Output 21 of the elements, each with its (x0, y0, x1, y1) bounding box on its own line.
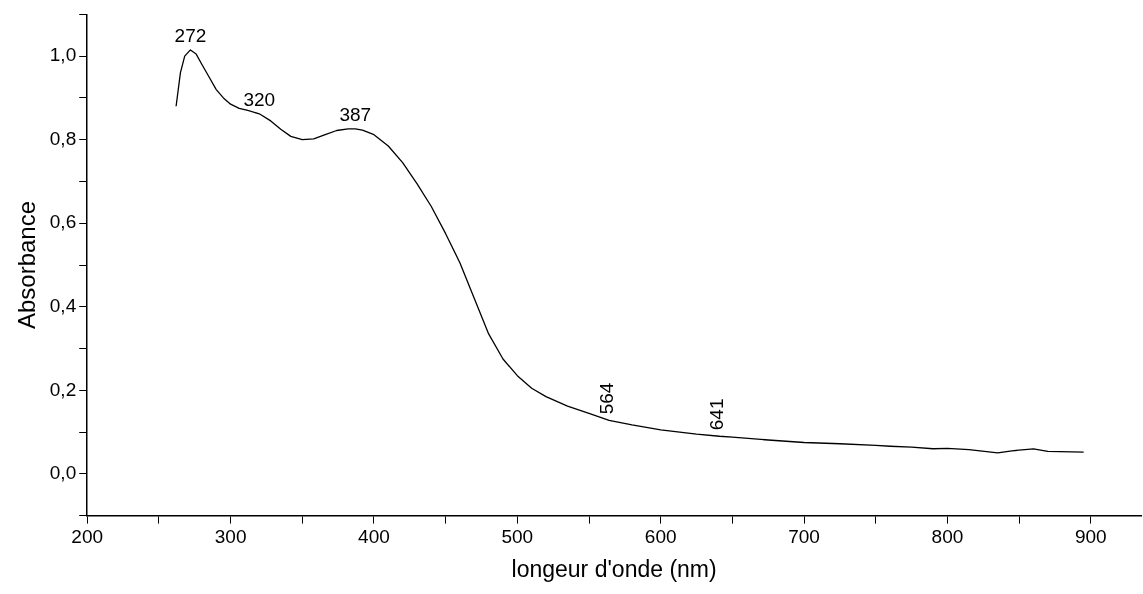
x-tick-label: 500 (501, 526, 534, 548)
x-tick-label: 800 (931, 526, 964, 548)
y-tick-label: 0,4 (49, 295, 77, 316)
x-tick-label: 600 (644, 526, 677, 548)
y-tick-label: 0,6 (49, 211, 77, 233)
annotation: 272 (174, 24, 207, 46)
y-tick-label: 0,0 (49, 462, 77, 484)
annotation: 564 (595, 382, 617, 415)
y-axis-title: Absorbance (13, 200, 41, 330)
x-tick-label: 700 (788, 526, 820, 548)
x-tick-label: 400 (358, 526, 390, 548)
y-tick-label: 1,0 (49, 44, 77, 66)
x-tick-label: 300 (214, 526, 247, 548)
annotation: 320 (243, 88, 276, 110)
y-tick-label: 0,2 (49, 378, 77, 400)
x-axis-title: longeur d'onde (nm) (511, 555, 717, 582)
x-tick-label: 200 (71, 526, 104, 548)
annotation: 387 (339, 103, 372, 125)
annotation: 641 (706, 398, 728, 431)
y-tick-label: 0,8 (49, 127, 77, 149)
x-tick-label: 900 (1074, 526, 1107, 548)
